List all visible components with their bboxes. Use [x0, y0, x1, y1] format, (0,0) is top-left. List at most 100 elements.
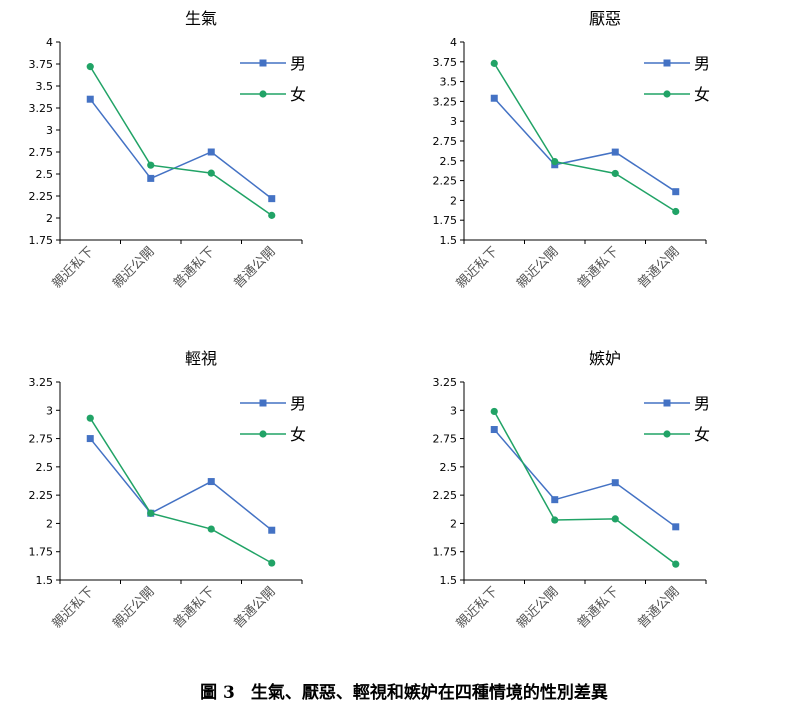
y-tick-label: 2.75 — [433, 433, 458, 446]
y-tick-label: 1.75 — [29, 546, 54, 559]
data-point — [86, 95, 94, 103]
data-point — [207, 148, 215, 156]
legend-label: 男 — [694, 394, 710, 413]
legend-label: 女 — [290, 85, 306, 104]
y-tick-label: 2.25 — [433, 489, 458, 502]
y-tick-label: 3 — [450, 115, 457, 128]
series-line — [89, 66, 273, 216]
legend-marker — [663, 59, 671, 67]
y-tick-label: 2.5 — [440, 155, 458, 168]
data-point — [611, 479, 619, 487]
figure-caption: 圖 3 生氣、厭惡、輕視和嫉妒在四種情境的性別差異 — [0, 678, 808, 703]
y-tick-label: 2 — [46, 212, 53, 225]
y-tick-label: 2.5 — [440, 461, 458, 474]
data-point — [268, 559, 276, 567]
x-tick-label: 普通私下 — [575, 584, 622, 631]
x-tick-label: 普通公開 — [231, 244, 278, 291]
y-tick-label: 2.75 — [29, 146, 54, 159]
legend-marker — [663, 430, 671, 438]
series-line — [493, 411, 677, 565]
legend-label: 女 — [694, 85, 710, 104]
data-point — [672, 207, 680, 216]
y-tick-label: 3.25 — [29, 376, 54, 389]
y-tick-label: 2.75 — [433, 135, 458, 148]
data-point — [551, 157, 559, 166]
data-point — [672, 560, 680, 568]
legend-marker — [663, 90, 671, 98]
chart-title: 厭惡 — [589, 9, 621, 28]
legend-marker — [259, 399, 267, 407]
x-tick-label: 親近私下 — [50, 584, 97, 631]
y-tick-label: 3.5 — [36, 80, 54, 93]
legend-label: 女 — [290, 425, 306, 444]
y-tick-label: 3.75 — [433, 56, 458, 69]
x-tick-label: 親近私下 — [454, 584, 501, 631]
legend-marker — [259, 430, 267, 438]
y-tick-label: 1.75 — [29, 234, 54, 247]
y-tick-label: 1.75 — [433, 214, 458, 227]
y-tick-label: 2 — [46, 517, 53, 530]
data-point — [207, 169, 215, 177]
x-tick-label: 親近公開 — [110, 584, 157, 631]
series-line — [493, 429, 677, 528]
y-tick-label: 1.5 — [440, 574, 458, 587]
y-tick-label: 1.5 — [440, 234, 458, 247]
data-point — [490, 94, 498, 102]
legend-label: 男 — [694, 54, 710, 73]
x-tick-label: 普通公開 — [231, 584, 278, 631]
y-tick-label: 2.75 — [29, 433, 54, 446]
legend-label: 男 — [290, 394, 306, 413]
chart-panel-anger: 生氣43.753.53.2532.752.52.2521.75親近私下 親近公開普… — [29, 9, 307, 292]
series-line — [493, 97, 677, 193]
chart-title: 生氣 — [185, 9, 217, 28]
data-point — [147, 509, 155, 517]
series-line — [493, 62, 677, 213]
data-point — [268, 195, 276, 203]
data-point — [611, 169, 619, 178]
data-point — [490, 59, 498, 67]
y-tick-label: 3 — [450, 404, 457, 417]
data-point — [551, 516, 559, 524]
data-point — [268, 526, 276, 534]
x-tick-label: 普通私下 — [171, 584, 218, 631]
y-tick-label: 4 — [46, 36, 53, 49]
caption-text: 生氣、厭惡、輕視和嫉妒在四種情境的性別差異 — [250, 683, 608, 703]
y-tick-label: 2 — [450, 517, 457, 530]
legend-label: 女 — [694, 425, 710, 444]
chart-title: 輕視 — [185, 349, 217, 368]
data-point — [86, 414, 94, 422]
y-tick-label: 3.75 — [29, 58, 54, 71]
data-point — [490, 407, 498, 416]
data-point — [207, 525, 215, 533]
y-tick-label: 2.5 — [36, 461, 54, 474]
y-tick-label: 2.25 — [29, 190, 54, 203]
data-point — [207, 478, 215, 486]
x-tick-label: 親近公開 — [110, 244, 157, 291]
y-tick-label: 2 — [450, 194, 457, 207]
chart-title: 嫉妒 — [589, 349, 621, 368]
y-tick-label: 3.5 — [440, 76, 458, 89]
data-point — [611, 515, 619, 523]
legend-marker — [259, 90, 267, 98]
series-line — [89, 417, 273, 564]
data-point — [672, 188, 680, 196]
y-tick-label: 3 — [46, 124, 53, 137]
x-tick-label: 普通公開 — [635, 584, 682, 631]
y-tick-label: 3.25 — [433, 376, 458, 389]
x-tick-label: 普通公開 — [635, 244, 682, 291]
data-point — [147, 161, 155, 169]
series-line — [89, 438, 273, 531]
data-point — [268, 211, 276, 219]
y-tick-label: 2.5 — [36, 168, 54, 181]
y-tick-label: 3.25 — [29, 102, 54, 115]
y-tick-label: 3 — [46, 404, 53, 417]
x-tick-label: 普通私下 — [171, 244, 218, 291]
y-tick-label: 1.5 — [36, 574, 54, 587]
y-tick-label: 3.25 — [433, 95, 458, 108]
data-point — [672, 523, 680, 531]
x-tick-label: 親近私下 — [50, 244, 97, 291]
